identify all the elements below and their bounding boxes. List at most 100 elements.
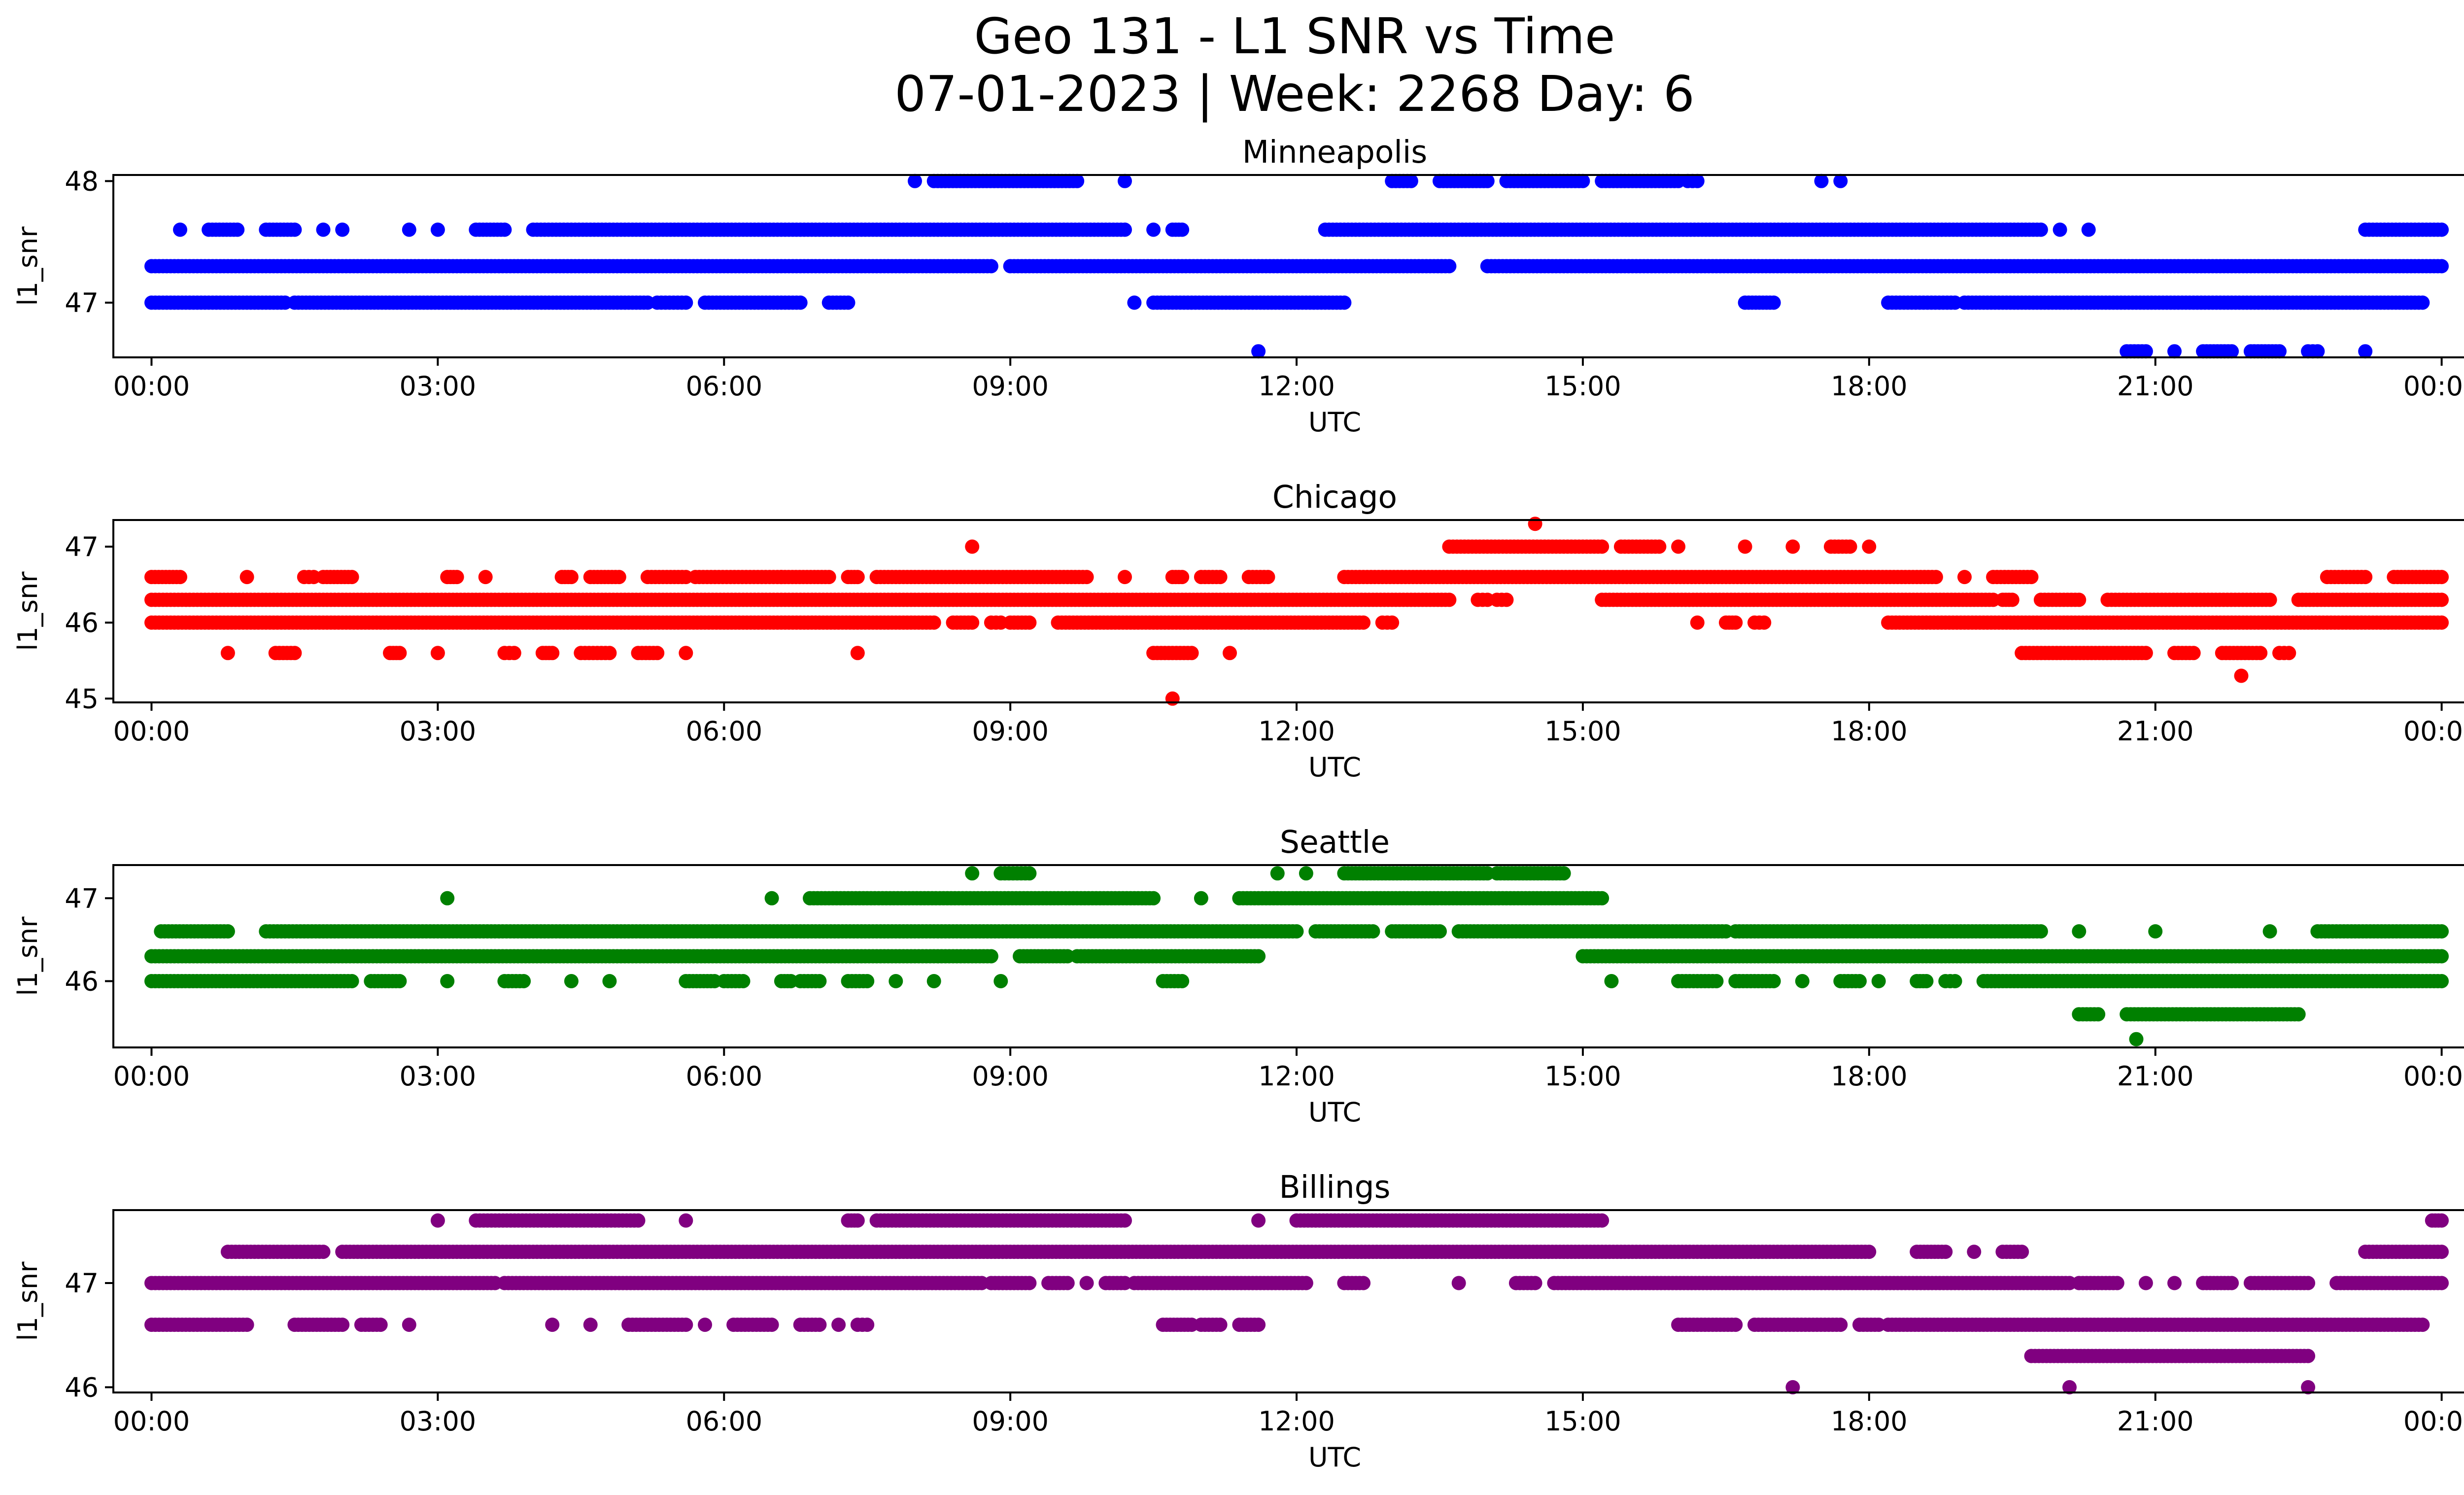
data-point — [1795, 974, 1810, 988]
data-point — [1079, 570, 1094, 585]
x-tick-label: 21:00 — [2117, 371, 2194, 402]
y-tick-label: 45 — [65, 683, 99, 714]
data-point — [220, 924, 235, 939]
data-point — [1070, 174, 1085, 188]
data-point — [2033, 924, 2048, 939]
x-tick-label: 09:00 — [972, 371, 1049, 402]
chart-title: Geo 131 - L1 SNR vs Time — [974, 7, 1615, 65]
x-tick-label: 15:00 — [1544, 716, 1621, 747]
data-point — [564, 570, 579, 585]
data-point — [679, 646, 693, 661]
data-point — [402, 1318, 416, 1332]
data-point — [1575, 174, 1590, 188]
data-point — [2262, 592, 2277, 607]
data-point — [984, 259, 998, 274]
data-point — [1595, 891, 1609, 905]
data-point — [1871, 974, 1886, 988]
data-point — [602, 646, 617, 661]
y-tick-label: 48 — [65, 166, 99, 197]
data-point — [545, 646, 560, 661]
data-point — [764, 1318, 779, 1332]
data-point — [1604, 974, 1619, 988]
data-point — [392, 974, 407, 988]
data-point — [2253, 646, 2268, 661]
data-point — [821, 570, 836, 585]
data-point — [430, 646, 445, 661]
data-point — [793, 295, 808, 310]
data-point — [449, 570, 464, 585]
data-point — [402, 222, 416, 237]
data-point — [2282, 646, 2296, 661]
data-point — [220, 646, 235, 661]
data-point — [1433, 924, 1447, 939]
data-point — [545, 1318, 560, 1332]
x-tick-label: 00:00 — [2403, 1061, 2464, 1092]
data-point — [602, 974, 617, 988]
data-point — [679, 295, 693, 310]
data-point — [1919, 974, 1934, 988]
x-tick-label: 12:00 — [1258, 716, 1335, 747]
data-point — [240, 570, 254, 585]
data-point — [1366, 924, 1380, 939]
x-tick-label: 18:00 — [1831, 1061, 1908, 1092]
x-tick-label: 06:00 — [685, 1061, 762, 1092]
data-point — [2167, 344, 2182, 359]
data-point — [2272, 344, 2287, 359]
x-tick-label: 18:00 — [1831, 371, 1908, 402]
y-tick-label: 46 — [65, 607, 99, 638]
data-point — [335, 222, 350, 237]
data-point — [764, 891, 779, 905]
data-point — [850, 646, 865, 661]
data-point — [679, 1318, 693, 1332]
data-point — [2234, 668, 2249, 683]
data-point — [2434, 615, 2449, 630]
data-point — [1175, 222, 1190, 237]
data-point — [316, 222, 331, 237]
data-point — [344, 570, 359, 585]
x-tick-label: 09:00 — [972, 716, 1049, 747]
data-point — [1146, 222, 1161, 237]
data-point — [2091, 1007, 2106, 1022]
data-point — [841, 295, 856, 310]
data-point — [1728, 615, 1743, 630]
x-tick-label: 09:00 — [972, 1061, 1049, 1092]
data-point — [1690, 174, 1705, 188]
data-point — [2434, 570, 2449, 585]
data-point — [1928, 570, 1943, 585]
data-point — [440, 974, 455, 988]
data-point — [1671, 539, 1686, 554]
y-axis-label: l1_snr — [12, 226, 43, 306]
data-point — [230, 222, 245, 237]
data-point — [478, 570, 493, 585]
y-tick-label: 47 — [65, 883, 99, 914]
data-point — [1118, 174, 1132, 188]
data-point — [2434, 592, 2449, 607]
data-point — [1957, 570, 1972, 585]
data-point — [1289, 924, 1304, 939]
data-point — [173, 222, 187, 237]
x-tick-label: 21:00 — [2117, 1061, 2194, 1092]
data-point — [1175, 570, 1190, 585]
data-point — [392, 646, 407, 661]
x-axis-label: UTC — [1308, 752, 1361, 783]
data-point — [2434, 949, 2449, 964]
data-point — [373, 1318, 388, 1332]
data-point — [2434, 259, 2449, 274]
data-point — [1223, 646, 1237, 661]
data-point — [2434, 924, 2449, 939]
data-point — [1528, 517, 1542, 531]
x-tick-label: 15:00 — [1544, 371, 1621, 402]
data-point — [1146, 891, 1161, 905]
data-point — [812, 974, 827, 988]
chart-subtitle: 07-01-2023 | Week: 2268 Day: 6 — [894, 65, 1694, 123]
data-point — [2072, 924, 2087, 939]
data-point — [1652, 539, 1667, 554]
data-point — [2053, 222, 2067, 237]
data-point — [507, 646, 521, 661]
x-tick-label: 12:00 — [1258, 1061, 1335, 1092]
data-point — [1337, 295, 1352, 310]
data-point — [1385, 615, 1400, 630]
data-point — [497, 222, 512, 237]
data-point — [698, 1318, 712, 1332]
data-point — [1299, 866, 1313, 881]
